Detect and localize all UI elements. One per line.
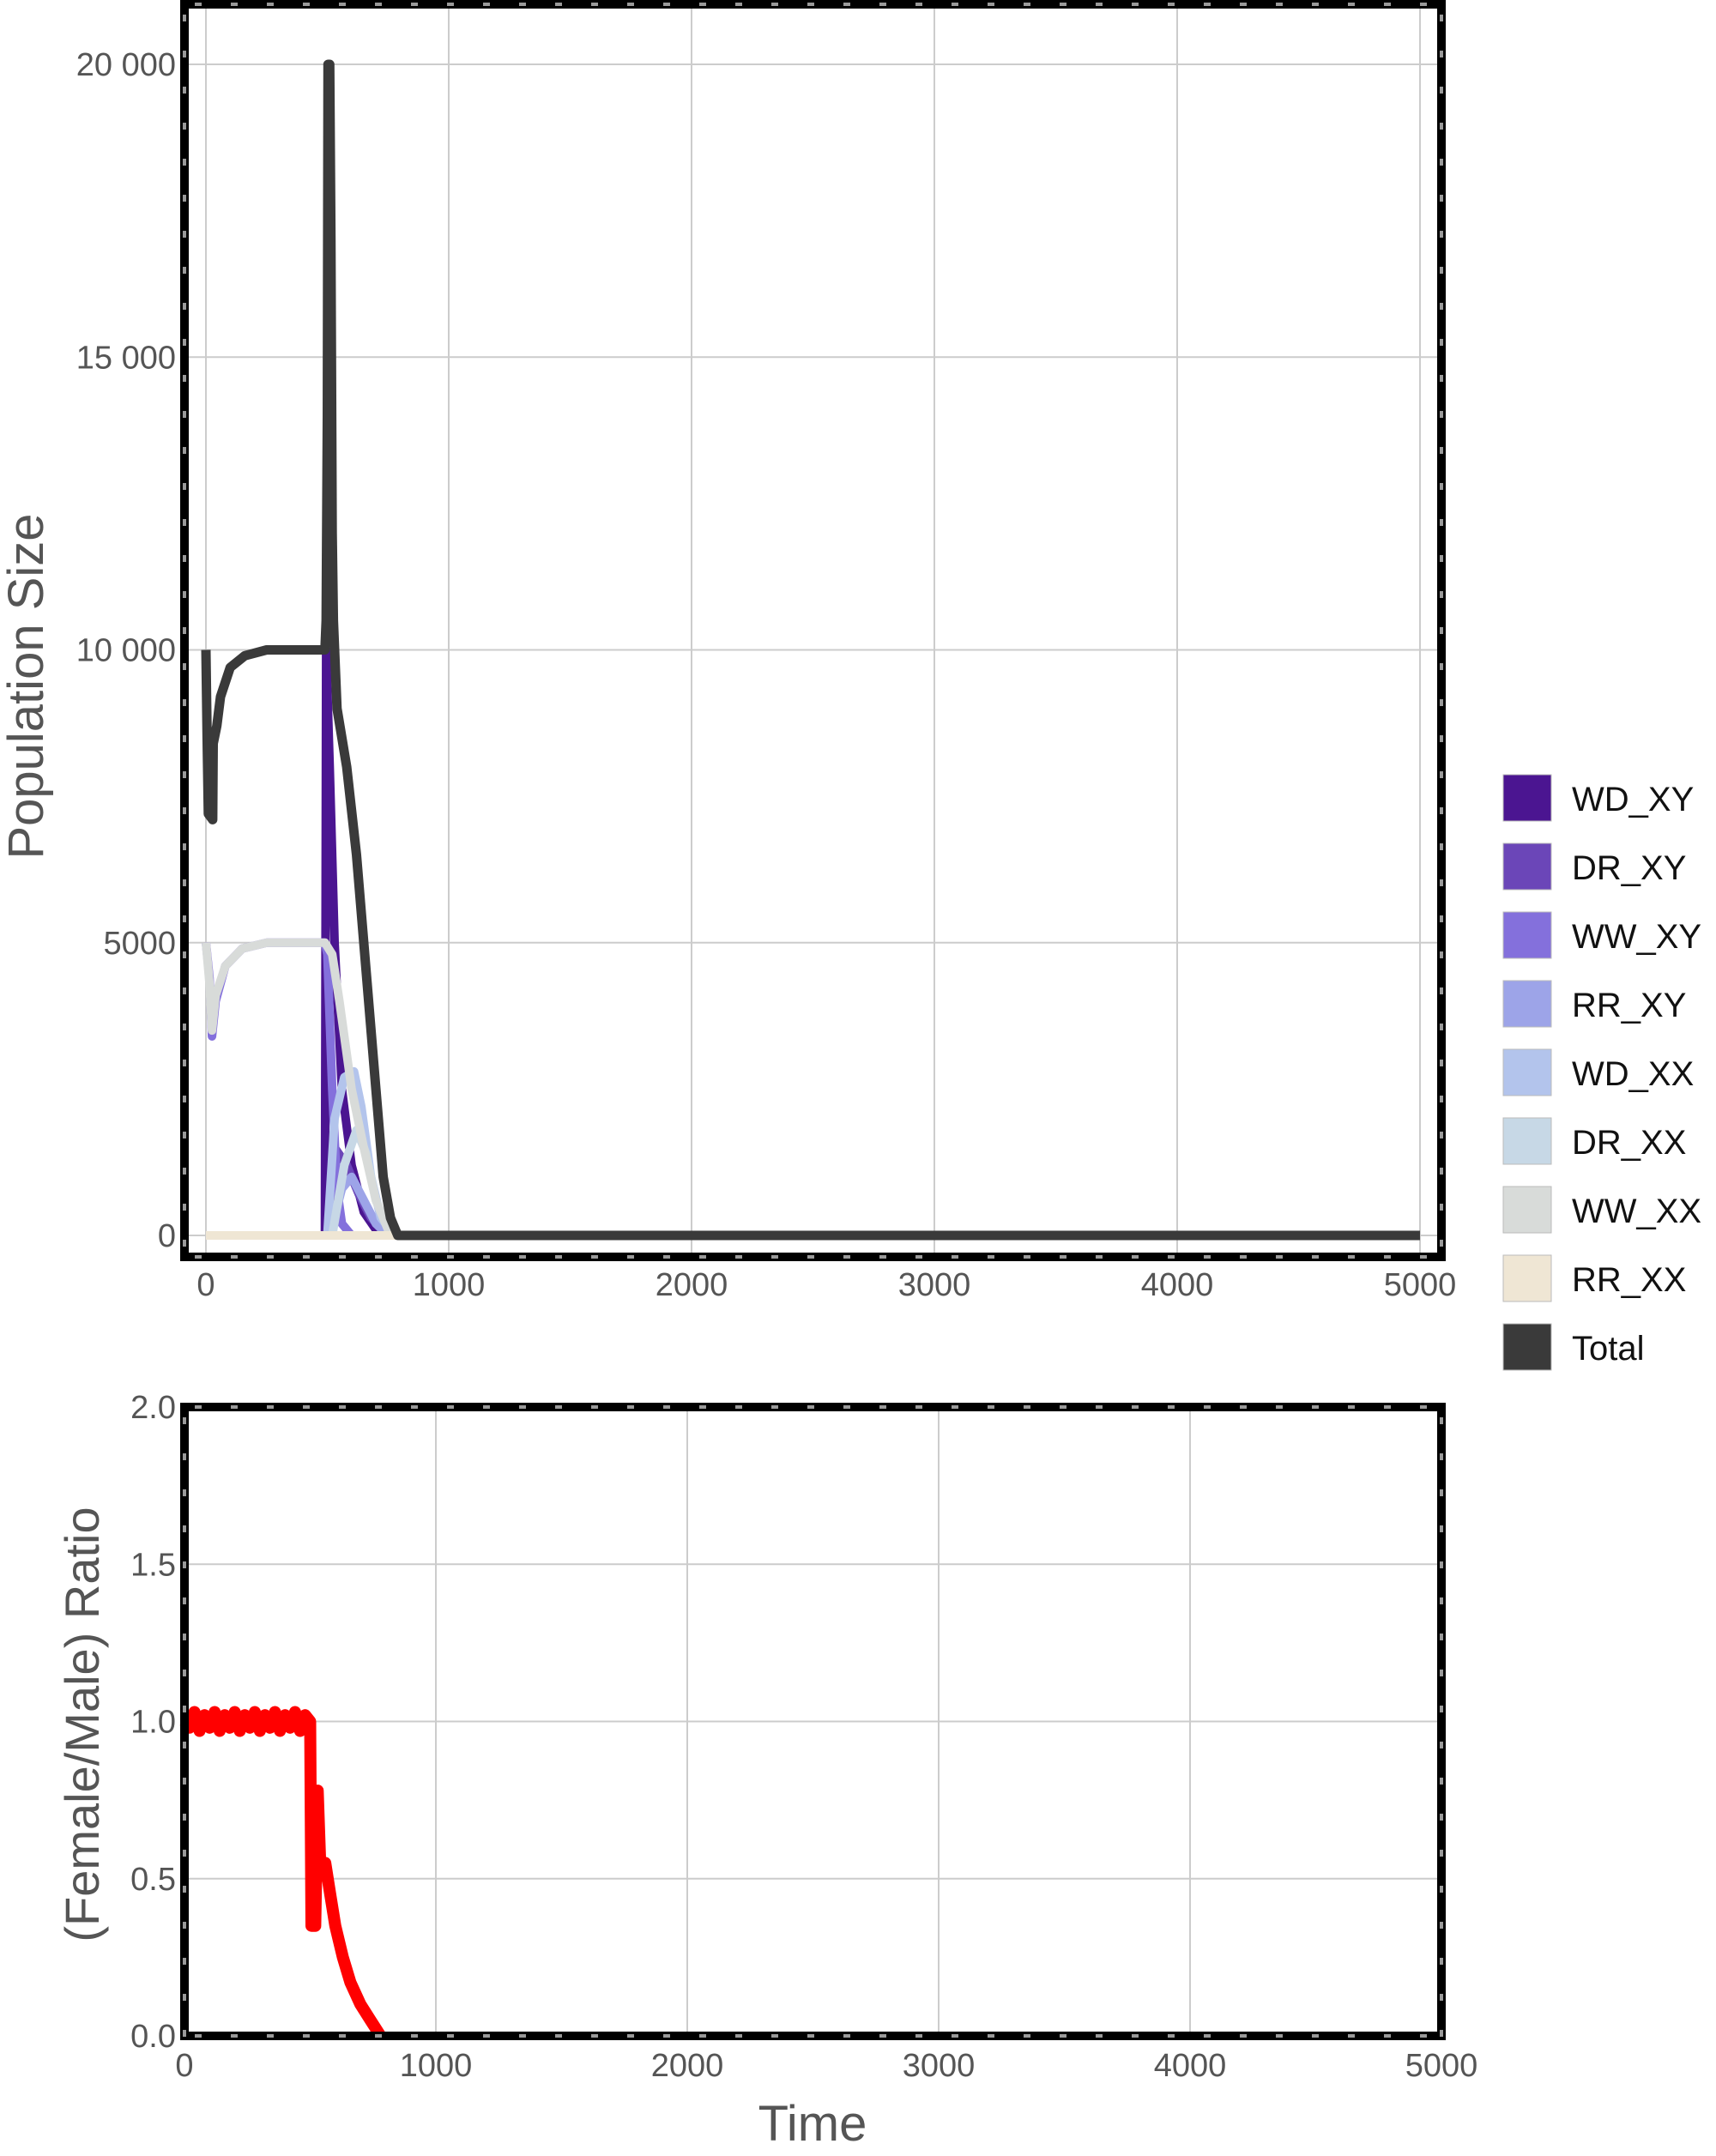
- legend-label-dr-xx: DR_XX: [1572, 1124, 1686, 1162]
- population-y-tick-label: 15 000: [76, 340, 176, 376]
- population-x-tick-label: 5000: [1384, 1267, 1457, 1303]
- population-series-line-total: [201, 59, 1420, 1241]
- ratio-frame-ticks: [183, 1405, 1443, 2038]
- population-x-tick-labels: 0 1000 2000 3000 4000 5000: [196, 1267, 1456, 1303]
- population-y-tick-label: 5000: [103, 926, 176, 962]
- ratio-y-tick-label: 0.0: [130, 2019, 176, 2055]
- legend-swatch-total: [1502, 1323, 1552, 1371]
- ratio-x-tick-label: 5000: [1405, 2048, 1478, 2084]
- legend-swatch-rr-xx: [1502, 1254, 1552, 1302]
- ratio-y-tick-label: 1.0: [130, 1705, 176, 1741]
- legend-swatch-rr-xy: [1502, 980, 1552, 1028]
- ratio-y-tick-label: 1.5: [130, 1547, 176, 1583]
- ratio-grid: [184, 1406, 1442, 2037]
- legend-label-ww-xy: WW_XY: [1572, 918, 1701, 956]
- ratio-x-tick-label: 4000: [1154, 2048, 1227, 2084]
- ratio-y-axis-title: (Female/Male) Ratio: [55, 1507, 109, 1942]
- legend-label-rr-xx: RR_XX: [1572, 1261, 1686, 1299]
- legend-swatch-wd-xy: [1502, 774, 1552, 822]
- population-y-axis-title: Population Size: [0, 513, 54, 859]
- ratio-x-axis-title: Time: [758, 2096, 867, 2152]
- ratio-y-tick-label: 0.5: [130, 1862, 176, 1898]
- legend-label-total: Total: [1572, 1330, 1645, 1368]
- population-y-tick-label: 0: [158, 1218, 176, 1254]
- population-x-tick-label: 3000: [898, 1267, 971, 1303]
- population-chart: 0 1000 2000 3000 4000 5000 0 5000 10 000 15 000 2…: [0, 0, 1456, 1303]
- population-x-tick-label: 2000: [656, 1267, 728, 1303]
- ratio-x-tick-label: 1000: [400, 2048, 473, 2084]
- population-y-tick-label: 10 000: [76, 633, 176, 669]
- legend-label-dr-xy: DR_XY: [1572, 849, 1686, 887]
- legend-label-ww-xx: WW_XX: [1572, 1193, 1701, 1230]
- population-x-tick-label: 4000: [1141, 1267, 1214, 1303]
- population-x-tick-label: 0: [196, 1267, 214, 1303]
- legend-swatch-ww-xx: [1502, 1186, 1552, 1234]
- population-series: [201, 59, 1420, 1241]
- ratio-x-tick-label: 2000: [651, 2048, 724, 2084]
- population-x-tick-label: 1000: [413, 1267, 486, 1303]
- ratio-y-tick-labels: 0.0 0.5 1.0 1.5 2.0: [130, 1390, 176, 2055]
- population-frame-ticks: [183, 3, 1443, 1259]
- ratio-chart: 0 1000 2000 3000 4000 5000 0.0 0.5 1.0 1.5 2.0 (F…: [55, 1390, 1477, 2152]
- legend-label-rr-xy: RR_XY: [1572, 987, 1686, 1024]
- legend-label-wd-xy: WD_XY: [1572, 781, 1694, 818]
- ratio-series-line-ratio: [179, 1706, 386, 2039]
- legend-swatch-dr-xx: [1502, 1117, 1552, 1165]
- population-y-tick-label: 20 000: [76, 47, 176, 83]
- population-series-line-ww-xx: [202, 938, 1420, 1240]
- legend-swatch-ww-xy: [1502, 911, 1552, 959]
- legend-label-wd-xx: WD_XX: [1572, 1055, 1694, 1093]
- legend-swatch-dr-xy: [1502, 842, 1552, 891]
- population-y-tick-labels: 0 5000 10 000 15 000 20 000: [76, 47, 176, 1254]
- ratio-x-tick-labels: 0 1000 2000 3000 4000 5000: [175, 2048, 1477, 2084]
- legend: WD_XY DR_XY WW_XY RR_XY WD_XX DR_XX WW_XX RR_XX…: [1502, 774, 1701, 1371]
- ratio-x-tick-label: 3000: [903, 2048, 976, 2084]
- ratio-series: [179, 1706, 386, 2039]
- ratio-x-tick-label: 0: [175, 2048, 193, 2084]
- ratio-y-tick-label: 2.0: [130, 1390, 176, 1426]
- legend-swatch-wd-xx: [1502, 1048, 1552, 1096]
